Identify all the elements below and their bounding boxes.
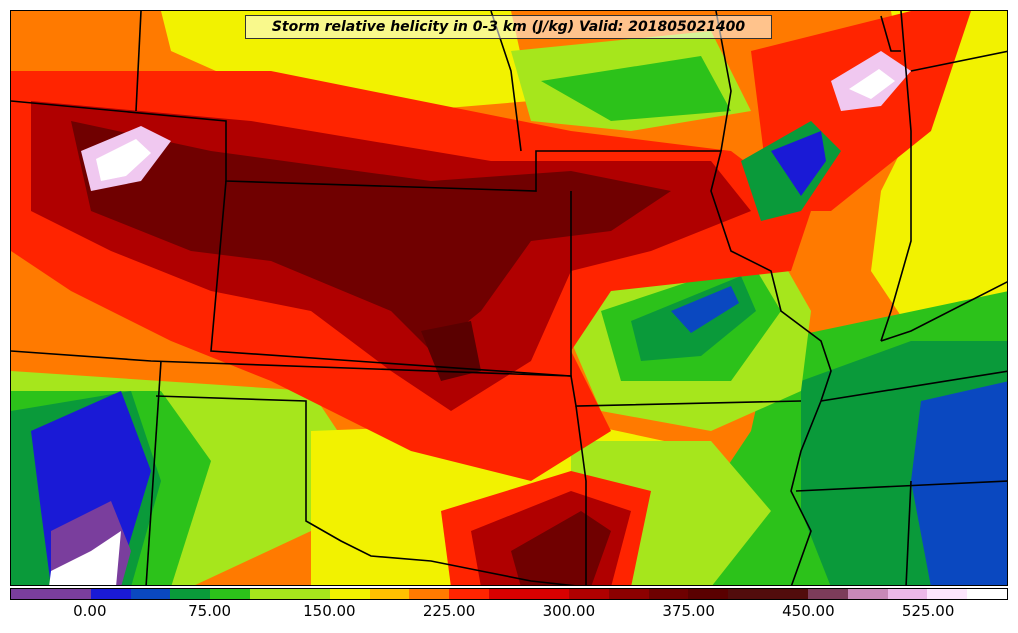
field-white-southwest [49,531,121,585]
boundary-line [795,480,1007,492]
colorbar-segment [50,589,91,599]
colorbar-segment [489,589,529,599]
boundary-line [11,350,802,407]
colorbar-segment [768,589,808,599]
boundary-line [135,11,142,112]
field-green-north [541,56,731,121]
colorbar-tick-label: 150.00 [303,602,356,620]
colorbar-segment [250,589,290,599]
map-panel [10,10,1008,586]
colorbar-segment [967,589,1008,599]
field-regions [11,11,1007,585]
colorbar-segment [449,589,490,599]
field-blue-central [671,286,739,333]
boundary-line [905,480,912,585]
colorbar-tick-label: 450.00 [782,602,835,620]
colorbar-segment [728,589,769,599]
colorbar-segment [608,589,649,599]
colorbar-segment [369,589,410,599]
colorbar-tick-label: 525.00 [901,602,955,620]
state-boundaries [11,11,1007,585]
colorbar-segment [688,589,729,599]
field-white-nw [96,139,151,181]
field-maroon-core [71,121,671,351]
colorbar-segment [927,589,968,599]
colorbar-labels: 0.00 75.00 150.00 225.00 300.00 375.00 450.00 5… [10,602,1008,624]
colorbar-tick-label: 375.00 [662,602,715,620]
colorbar-segment [289,589,330,599]
colorbar-segment [409,589,450,599]
colorbar-segment [210,589,251,599]
boundary-line [11,100,832,585]
colorbar-segment [648,589,689,599]
colorbar-tick-label: 225.00 [422,602,476,620]
colorbar-segment [130,589,171,599]
boundary-line [880,15,901,52]
colorbar-segment [568,589,609,599]
map-title: Storm relative helicity in 0-3 km (J/kg)… [245,15,772,39]
colorbar-tick-label: 75.00 [188,602,232,620]
boundary-line [155,395,576,585]
boundary-line [820,370,1007,402]
colorbar-segment [528,589,569,599]
boundary-line [145,360,162,585]
field-blue-ne-cells [771,131,826,196]
field-white-ne [849,69,895,99]
colorbar-segment [170,589,211,599]
boundary-line [210,180,572,377]
boundary-line [880,11,912,342]
colorbar-segment [887,589,928,599]
colorbar-segment [11,589,51,599]
colorbar-tick-label: 0.00 [73,602,107,620]
colorbar [10,588,1008,600]
colorbar-segment [847,589,888,599]
boundary-line [575,405,587,585]
helicity-map [11,11,1007,585]
boundary-line [880,281,1007,342]
colorbar-segment [90,589,131,599]
boundary-line [910,50,1007,72]
colorbar-segment [329,589,370,599]
colorbar-tick-label: 300.00 [542,602,596,620]
colorbar-segment [807,589,848,599]
